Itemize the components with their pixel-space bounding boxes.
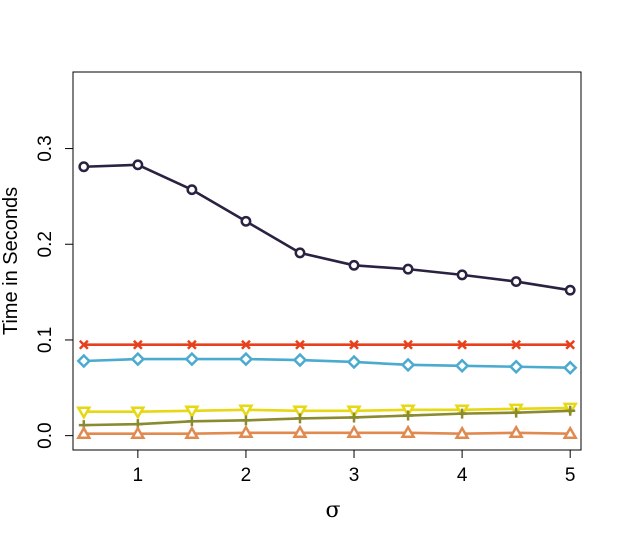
series-1 <box>78 159 576 296</box>
series-line <box>83 409 571 427</box>
data-point <box>403 339 413 350</box>
data-point <box>132 339 143 350</box>
data-point <box>402 263 414 275</box>
data-point <box>403 410 414 421</box>
series-line <box>83 431 571 436</box>
x-axis: 1 2 3 4 5 <box>133 449 576 486</box>
data-point <box>238 351 254 367</box>
y-tick-label: 0.3 <box>35 135 56 161</box>
data-point <box>186 184 198 196</box>
data-point <box>562 425 578 439</box>
series-line <box>83 357 571 370</box>
data-point <box>454 425 470 439</box>
data-point <box>346 424 362 439</box>
data-point <box>564 284 576 296</box>
data-point <box>184 425 200 439</box>
data-point <box>349 339 359 350</box>
y-axis: 0.0 0.1 0.2 0.3 <box>35 135 74 449</box>
series-2 <box>78 339 576 350</box>
data-point <box>346 405 362 419</box>
data-point <box>76 353 92 369</box>
data-point <box>511 407 522 418</box>
y-tick-label: 0.2 <box>35 231 56 257</box>
data-point <box>130 425 146 439</box>
data-point <box>76 425 92 439</box>
data-point <box>511 339 522 350</box>
x-tick-label: 3 <box>349 465 360 486</box>
series-line <box>83 163 571 292</box>
series-6 <box>76 424 578 439</box>
data-point <box>508 424 524 439</box>
data-point <box>132 159 144 171</box>
data-point <box>294 247 306 259</box>
data-point <box>238 404 254 418</box>
data-point <box>454 358 470 374</box>
data-point <box>294 413 305 424</box>
data-point <box>295 339 305 350</box>
data-point <box>76 406 92 420</box>
data-point <box>78 339 89 350</box>
data-point <box>349 412 360 423</box>
series-layer <box>76 159 578 439</box>
y-tick-label: 0.0 <box>35 422 56 448</box>
x-tick-label: 1 <box>133 465 144 486</box>
data-point <box>400 424 416 439</box>
data-point <box>292 405 308 419</box>
data-point <box>241 339 251 350</box>
data-point <box>346 354 362 370</box>
data-point <box>238 424 254 439</box>
x-tick-label: 5 <box>565 465 576 486</box>
y-axis-title: Time in Seconds <box>0 187 22 335</box>
data-point <box>348 259 360 271</box>
x-axis-title: σ <box>325 498 340 523</box>
series-3 <box>76 351 578 375</box>
series-line <box>83 406 571 414</box>
data-point <box>292 424 308 439</box>
data-point <box>78 161 90 173</box>
y-tick-label: 0.1 <box>35 327 56 353</box>
data-point <box>510 276 522 288</box>
data-point <box>565 405 576 416</box>
data-point <box>187 339 197 350</box>
data-point <box>292 352 308 368</box>
x-tick-label: 2 <box>241 465 252 486</box>
data-point <box>184 351 200 367</box>
data-point <box>457 408 468 419</box>
data-point <box>565 339 576 350</box>
data-point <box>400 357 416 373</box>
series-4 <box>76 402 578 420</box>
plot-frame <box>72 71 582 451</box>
data-point <box>240 415 251 426</box>
x-tick-label: 4 <box>457 465 468 486</box>
data-point <box>457 339 467 350</box>
data-point <box>508 359 524 375</box>
data-point <box>130 351 146 367</box>
data-point <box>184 405 200 419</box>
data-point <box>456 269 468 281</box>
data-point <box>130 406 146 420</box>
data-point <box>562 360 578 375</box>
data-point <box>240 215 252 227</box>
data-point <box>186 416 197 427</box>
